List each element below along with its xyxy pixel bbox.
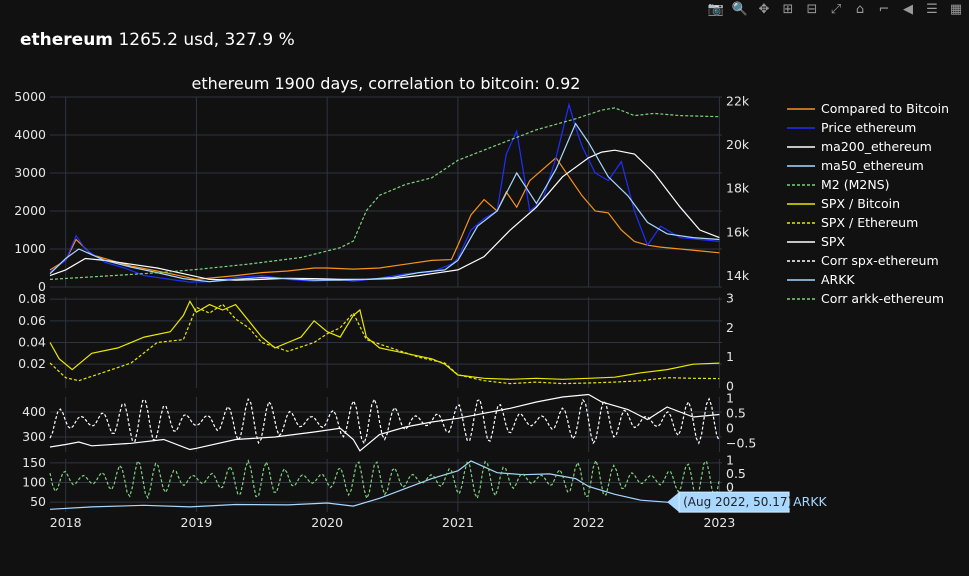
- y2-tick-label: 18k: [726, 181, 750, 196]
- y2-tick-label: 14k: [726, 268, 750, 283]
- tooltip-series-name: ARKK: [793, 494, 827, 509]
- plotly-logo-icon[interactable]: ▦: [949, 1, 963, 17]
- y-tick-label: 100: [22, 475, 46, 490]
- y-tick-label: 300: [22, 429, 46, 444]
- plot-toolbar: 📷 🔍 ✥ ⊞ ⊟ ⤢ ⌂ ⌐ ◀ ☰ ▦: [703, 0, 969, 18]
- y2-tick-label: 20k: [726, 137, 750, 152]
- zoom-in-icon[interactable]: ⊞: [782, 1, 794, 17]
- y-tick-label: 400: [22, 404, 46, 419]
- chart-title: ethereum 1900 days, correlation to bitco…: [192, 74, 581, 93]
- autoscale-icon[interactable]: ⤢: [830, 1, 842, 17]
- y2-tick-label: 0: [726, 480, 734, 495]
- legend-label: Corr spx-ethereum: [821, 253, 939, 268]
- x-tick-label: 2021: [442, 515, 474, 530]
- y-tick-label: 0.08: [18, 291, 46, 306]
- y-tick-label: 0: [38, 279, 46, 294]
- series-line-price-ethereum: [49, 102, 720, 283]
- hover-tooltip: (Aug 2022, 50.17) ARKK: [667, 491, 828, 513]
- legend-label: ARKK: [821, 272, 855, 287]
- legend-item: Price ethereum: [787, 120, 916, 135]
- y2-tick-label: 2: [726, 320, 734, 335]
- x-tick-label: 2023: [703, 515, 735, 530]
- spike-lines-icon[interactable]: ⌐: [878, 1, 890, 17]
- y-tick-label: 0.06: [18, 313, 46, 328]
- legend-label: ma200_ethereum: [821, 139, 932, 154]
- y-tick-label: 0.02: [18, 356, 46, 371]
- y-tick-label: 0.04: [18, 335, 46, 350]
- x-tick-label: 2020: [311, 515, 343, 530]
- y-tick-label: 1000: [14, 241, 46, 256]
- legend-item: SPX / Bitcoin: [787, 196, 900, 211]
- y2-tick-label: 0: [726, 379, 734, 394]
- panel-ratio: 0.02 0.04 0.06 0.08 0 1 2 3: [18, 290, 734, 393]
- panel-arkk: 50 100 150 00.51: [22, 452, 746, 512]
- y2-tick-label: 3: [726, 290, 734, 305]
- y2-tick-label: 22k: [726, 93, 750, 108]
- legend-item: ma200_ethereum: [787, 139, 932, 154]
- y-tick-label: 150: [22, 455, 46, 470]
- hover-closest-icon[interactable]: ◀: [903, 1, 913, 17]
- legend-label: Compared to Bitcoin: [821, 101, 949, 116]
- y2-tick-label: 1: [726, 452, 734, 467]
- legend-item: M2 (M2NS): [787, 177, 890, 192]
- series-line-compared-to-bitcoin: [49, 156, 720, 281]
- panel-spx: 300 400 −0.500.51: [22, 391, 756, 452]
- pan-icon[interactable]: ✥: [758, 1, 770, 17]
- panel-price: 0 1000 2000 3000 4000 5000 14k 16k 18k 20k 22k: [14, 89, 750, 294]
- y-tick-label: 4000: [14, 127, 46, 142]
- legend-label: Price ethereum: [821, 120, 916, 135]
- y2-tick-label: 0.5: [726, 466, 746, 481]
- y-tick-label: 2000: [14, 203, 46, 218]
- x-tick-label: 2022: [573, 515, 605, 530]
- legend-label: SPX: [821, 234, 845, 249]
- legend-item: Corr spx-ethereum: [787, 253, 939, 268]
- panel-bg: [50, 397, 722, 452]
- zoom-icon[interactable]: 🔍: [731, 1, 749, 17]
- legend-item: Corr arkk-ethereum: [787, 291, 944, 306]
- series-line-arkk: [49, 460, 720, 510]
- asset-name: ethereum: [20, 30, 114, 50]
- series-line-corr-spx-ethereum: [49, 397, 720, 445]
- x-tick-label: 2019: [181, 515, 213, 530]
- home-icon[interactable]: ⌂: [855, 1, 865, 17]
- y2-tick-label: 1: [726, 391, 734, 406]
- legend-item: SPX: [787, 234, 845, 249]
- legend-item: ARKK: [787, 272, 855, 287]
- hover-compare-icon[interactable]: ☰: [926, 1, 938, 17]
- y2-tick-label: 0.5: [726, 406, 746, 421]
- y2-tick-label: 1: [726, 349, 734, 364]
- series-line-spx-bitcoin: [49, 300, 720, 380]
- series-line-ma200-ethereum: [49, 149, 720, 281]
- y-tick-label: 5000: [14, 89, 46, 104]
- legend-label: Corr arkk-ethereum: [821, 291, 944, 306]
- y-tick-label: 50: [30, 494, 46, 509]
- x-tick-label: 2018: [50, 515, 82, 530]
- series-line-spx: [49, 393, 720, 452]
- series-line-corr-arkk-ethereum: [49, 458, 720, 500]
- y2-tick-label: 0: [726, 421, 734, 436]
- y2-tick-label: 16k: [726, 224, 750, 239]
- camera-icon[interactable]: 📷: [707, 1, 725, 17]
- y-tick-label: 3000: [14, 165, 46, 180]
- legend-item: ma50_ethereum: [787, 158, 924, 173]
- asset-summary: 1265.2 usd, 327.9 %: [118, 30, 295, 50]
- tooltip-box: [678, 491, 790, 513]
- legend-label: ma50_ethereum: [821, 158, 924, 173]
- legend-label: M2 (M2NS): [821, 177, 890, 192]
- legend-item: SPX / Ethereum: [787, 215, 918, 230]
- page-header: ethereum 1265.2 usd, 327.9 %: [20, 30, 295, 50]
- y2-tick-label: −0.5: [726, 436, 756, 451]
- series-line-m2-m2ns-: [49, 107, 720, 280]
- tooltip-value: (Aug 2022, 50.17): [683, 495, 792, 509]
- zoom-out-icon[interactable]: ⊟: [806, 1, 818, 17]
- legend-item: Compared to Bitcoin: [787, 101, 949, 116]
- series-line-spx-ethereum: [49, 303, 720, 385]
- legend-label: SPX / Bitcoin: [821, 196, 900, 211]
- legend-label: SPX / Ethereum: [821, 215, 918, 230]
- tooltip-pointer: [667, 492, 680, 513]
